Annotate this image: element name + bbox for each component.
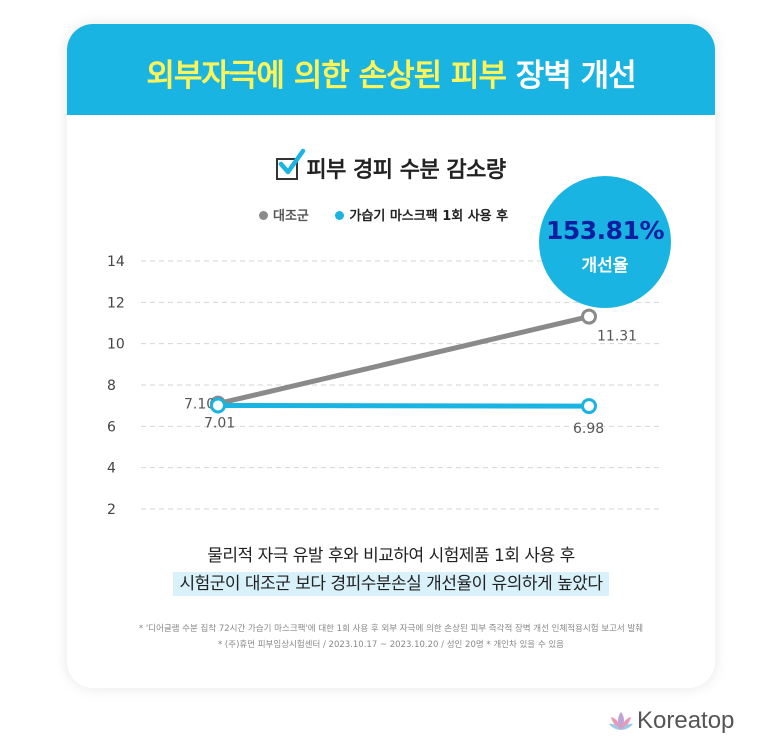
series-line — [215, 314, 592, 407]
data-label: 6.98 — [573, 421, 604, 437]
chart-legend: 대조군 가습기 마스크팩 1회 사용 후 — [259, 205, 530, 224]
improvement-badge: 153.81% 개선율 — [539, 176, 671, 308]
data-point — [210, 397, 226, 414]
data-label: 7.01 — [204, 415, 235, 431]
y-tick-label: 12 — [107, 295, 125, 311]
y-tick-label: 10 — [107, 337, 125, 353]
footnote-line-2: * (주)휴먼 피부임상시험센터 / 2023.10.17 ~ 2023.10.… — [217, 640, 564, 650]
caption-line-1: 물리적 자극 유발 후와 비교하여 시험제품 1회 사용 후 — [207, 546, 575, 566]
y-tick-label: 14 — [107, 254, 125, 270]
improvement-label: 개선율 — [581, 256, 629, 276]
banner-title-rest: 장벽 개선 — [515, 58, 637, 94]
y-tick-label: 8 — [107, 378, 116, 394]
chart-title-text: 피부 경피 수분 감소량 — [306, 158, 506, 183]
chart-title: 피부 경피 수분 감소량 — [67, 148, 715, 184]
improvement-value: 153.81% — [545, 216, 665, 245]
data-label: 11.31 — [597, 329, 637, 345]
infographic-card: 외부자극에 의한 손상된 피부 장벽 개선 피부 경피 수분 감소량 대조군 가… — [67, 24, 715, 688]
lotus-logo-icon — [609, 712, 633, 730]
y-tick-label: 2 — [107, 502, 116, 518]
banner-title: 외부자극에 의한 손상된 피부 장벽 개선 — [67, 50, 715, 95]
legend-label-test: 가습기 마스크팩 1회 사용 후 — [349, 209, 509, 224]
title-banner: 외부자극에 의한 손상된 피부 장벽 개선 — [67, 24, 715, 115]
legend-label-control: 대조군 — [273, 209, 309, 224]
legend-dot-test — [335, 211, 345, 220]
legend-item-test: 가습기 마스크팩 1회 사용 후 — [335, 209, 508, 224]
data-label: 7.10 — [184, 397, 215, 413]
legend-dot-control — [259, 211, 268, 220]
caption-line-2-text: 시험군이 대조군 보다 경피수분손실 개선율이 유의하게 높았다 — [173, 572, 609, 596]
footnote-line-1: * '디어글램 수분 집착 72시간 가습기 마스크팩'에 대한 1회 사용 후… — [138, 624, 644, 634]
caption-line-2: 시험군이 대조군 보다 경피수분손실 개선율이 유의하게 높았다 — [67, 569, 715, 596]
banner-title-highlight: 외부자극에 의한 손상된 피부 — [146, 58, 507, 94]
data-point — [581, 308, 597, 325]
y-tick-label: 4 — [107, 461, 116, 477]
data-point — [581, 398, 597, 415]
brand-name: Koreatop — [637, 707, 735, 734]
checkmark-icon — [276, 148, 306, 180]
legend-item-control: 대조군 — [259, 209, 309, 224]
series-line — [215, 402, 592, 409]
y-tick-label: 6 — [107, 419, 116, 435]
